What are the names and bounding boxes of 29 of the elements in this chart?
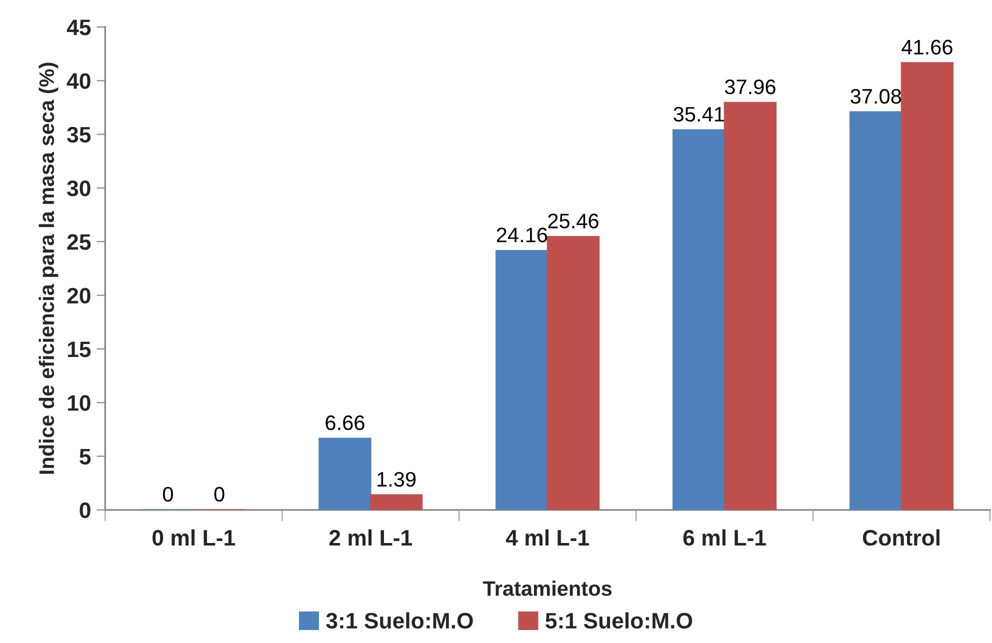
x-tick-label: 0 ml L-1 (152, 529, 236, 546)
legend-label: 5:1 Suelo:M.O (546, 612, 692, 629)
data-label: 6.66 (326, 415, 364, 430)
data-label: 35.41 (674, 106, 724, 122)
y-tick-label: 40 (66, 73, 90, 89)
y-tick-label: 10 (68, 395, 90, 411)
data-label: 37.96 (724, 80, 776, 94)
y-tick-label: 5 (80, 449, 91, 465)
data-label: 24.16 (496, 228, 548, 242)
y-tick-label: 35 (67, 126, 91, 143)
y-tick-label: 45 (66, 20, 91, 36)
data-label: 25.46 (548, 214, 598, 228)
x-tick-label: 6 ml L-1 (683, 529, 766, 546)
x-tick-label: Control (862, 529, 940, 546)
data-label: 37.08 (850, 88, 902, 104)
x-tick-label: 4 ml L-1 (506, 529, 589, 546)
y-tick-label: 15 (68, 342, 91, 358)
y-tick-label: 30 (67, 180, 90, 196)
data-label: 0 (214, 486, 224, 502)
x-tick-label: 2 ml L-1 (329, 529, 412, 546)
y-tick-label: 25 (67, 234, 91, 250)
data-label: 41.66 (902, 40, 952, 55)
legend-label: 3:1 Suelo:M.O (326, 612, 473, 629)
y-tick-label: 0 (80, 502, 90, 518)
data-label: 1.39 (378, 472, 416, 487)
x-axis-title: Tratamientos (482, 580, 612, 596)
y-axis-title: Indice de eficiencia para la masa seca (%) (38, 62, 58, 474)
y-tick-label: 20 (67, 288, 90, 304)
data-label: 0 (163, 486, 173, 502)
